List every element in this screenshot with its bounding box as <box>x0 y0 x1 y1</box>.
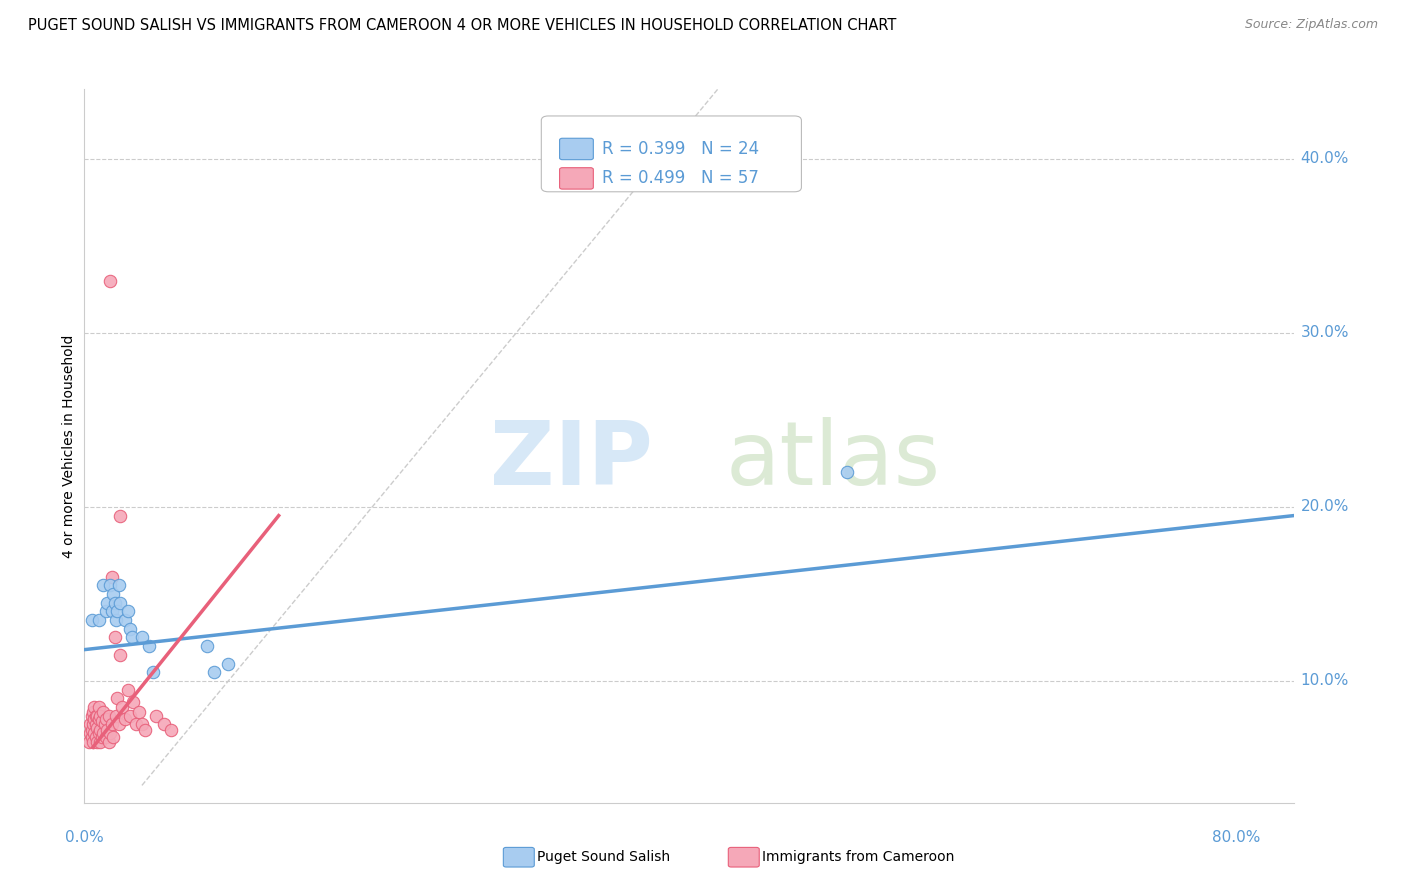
Point <box>87 700 110 714</box>
Point <box>114 613 136 627</box>
Point <box>98 726 121 740</box>
Point <box>86 708 108 723</box>
Point <box>117 604 139 618</box>
Point <box>84 708 107 723</box>
Point <box>101 587 124 601</box>
Point <box>111 700 134 714</box>
Point <box>98 274 121 288</box>
Point <box>195 639 218 653</box>
Point <box>108 578 131 592</box>
Text: 40.0%: 40.0% <box>1301 152 1348 166</box>
Point <box>152 717 174 731</box>
Point <box>120 622 142 636</box>
Point <box>108 717 131 731</box>
Point <box>217 657 239 671</box>
Text: 20.0%: 20.0% <box>1301 500 1348 515</box>
Y-axis label: 4 or more Vehicles in Household: 4 or more Vehicles in Household <box>62 334 76 558</box>
Point <box>80 613 103 627</box>
Point <box>80 708 103 723</box>
Point <box>96 596 118 610</box>
Point <box>89 735 111 749</box>
Text: ZIP: ZIP <box>489 417 652 504</box>
Point <box>80 730 103 744</box>
Point <box>90 730 112 744</box>
Text: Immigrants from Cameroon: Immigrants from Cameroon <box>762 850 955 864</box>
Point <box>110 596 132 610</box>
Point <box>131 631 153 645</box>
Text: Puget Sound Salish: Puget Sound Salish <box>537 850 671 864</box>
Point <box>94 730 117 744</box>
Point <box>125 717 148 731</box>
Point <box>202 665 225 680</box>
Point <box>86 735 108 749</box>
Point <box>131 717 153 731</box>
Text: R = 0.399   N = 24: R = 0.399 N = 24 <box>602 140 759 158</box>
Point <box>83 726 105 740</box>
Point <box>79 726 101 740</box>
Point <box>121 631 143 645</box>
Point <box>117 682 139 697</box>
Point <box>98 578 121 592</box>
Point <box>91 578 114 592</box>
Point <box>100 717 122 731</box>
Text: R = 0.499   N = 57: R = 0.499 N = 57 <box>602 169 759 187</box>
Point <box>87 613 110 627</box>
Point <box>128 706 150 720</box>
Text: PUGET SOUND SALISH VS IMMIGRANTS FROM CAMEROON 4 OR MORE VEHICLES IN HOUSEHOLD C: PUGET SOUND SALISH VS IMMIGRANTS FROM CA… <box>28 18 897 33</box>
Point <box>122 695 145 709</box>
Point <box>83 712 105 726</box>
Point <box>100 569 122 583</box>
Point <box>84 717 107 731</box>
Point <box>82 735 104 749</box>
Point <box>89 723 111 737</box>
Text: Source: ZipAtlas.com: Source: ZipAtlas.com <box>1244 18 1378 31</box>
Point <box>104 631 127 645</box>
Point <box>105 613 128 627</box>
Point <box>90 714 112 728</box>
Text: atlas: atlas <box>725 417 941 504</box>
Point <box>105 708 128 723</box>
Point <box>110 648 132 662</box>
Point <box>97 708 120 723</box>
Point <box>159 723 181 737</box>
Point <box>87 726 110 740</box>
Point <box>79 717 101 731</box>
Point <box>101 730 124 744</box>
Text: 80.0%: 80.0% <box>1212 830 1260 845</box>
Point <box>87 712 110 726</box>
Point <box>91 726 114 740</box>
Point <box>84 730 107 744</box>
Point <box>77 735 100 749</box>
Point <box>837 465 859 479</box>
Point <box>138 639 160 653</box>
Text: 0.0%: 0.0% <box>65 830 104 845</box>
Point <box>100 604 122 618</box>
Point <box>80 723 103 737</box>
Point <box>82 717 104 731</box>
Point <box>107 691 129 706</box>
Point <box>83 700 105 714</box>
Point <box>145 708 167 723</box>
Text: 10.0%: 10.0% <box>1301 673 1348 689</box>
Point <box>91 706 114 720</box>
Point <box>114 712 136 726</box>
Point <box>94 712 117 726</box>
Point <box>82 706 104 720</box>
Point <box>89 708 111 723</box>
Point <box>107 604 129 618</box>
Point <box>97 735 120 749</box>
Point <box>120 708 142 723</box>
Point <box>104 596 127 610</box>
Point <box>134 723 156 737</box>
Point <box>93 717 115 731</box>
Point <box>86 721 108 735</box>
Point <box>96 723 118 737</box>
Point <box>94 604 117 618</box>
Text: 30.0%: 30.0% <box>1301 326 1348 341</box>
Point <box>142 665 165 680</box>
Point <box>110 508 132 523</box>
